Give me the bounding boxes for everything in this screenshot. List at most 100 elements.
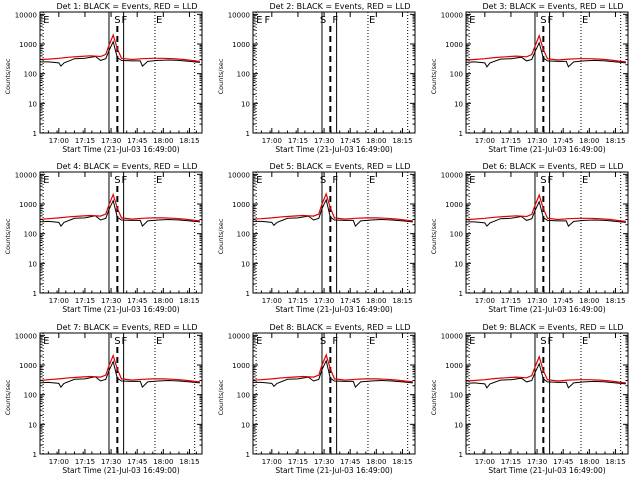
y-tick-label: 1000 <box>19 362 37 370</box>
chart-panel-1: Det 1: BLACK = Events, RED = LLD E S F E 1 10 1… <box>4 2 203 154</box>
y-tick-label: 1 <box>459 290 463 298</box>
y-tick-label: 1000 <box>19 41 37 49</box>
chart-title: Det 9: BLACK = Events, RED = LLD <box>483 323 624 332</box>
series-line-lld <box>252 192 413 222</box>
x-tick-label: 18:00 <box>579 297 599 305</box>
x-tick-label: 17:15 <box>75 297 95 305</box>
y-tick-label: 1000 <box>445 362 463 370</box>
x-tick-label: 17:15 <box>288 137 308 145</box>
attenuator-label: S <box>114 15 120 26</box>
y-axis-label: Counts/sec <box>217 379 225 415</box>
x-axis-label: Start Time (21-Jul-03 16:49:00) <box>488 305 605 314</box>
x-tick-label: 17:30 <box>527 458 547 466</box>
x-tick-label: 17:00 <box>262 297 282 305</box>
y-tick-label: 10 <box>28 260 37 268</box>
x-tick-label: 18:15 <box>392 297 412 305</box>
x-tick-label: 18:15 <box>605 458 625 466</box>
x-tick-label: 17:45 <box>553 458 573 466</box>
chart-title: Det 7: BLACK = Events, RED = LLD <box>57 323 198 332</box>
chart-panel-8: Det 8: BLACK = Events, RED = LLD E S F E 1 10 1… <box>217 323 416 475</box>
chart-panel-3: Det 3: BLACK = Events, RED = LLD E S F E 1 10 1… <box>430 2 629 154</box>
x-tick-label: 18:15 <box>179 297 199 305</box>
y-tick-label: 10 <box>454 100 463 108</box>
attenuator-label: F <box>548 175 554 186</box>
attenuator-label: E <box>582 336 588 347</box>
x-tick-label: 18:00 <box>153 458 173 466</box>
x-tick-label: 17:45 <box>553 297 573 305</box>
y-tick-label: 10 <box>28 100 37 108</box>
series-line-events <box>253 359 413 388</box>
y-axis-label: Counts/sec <box>217 218 225 254</box>
x-tick-label: 18:15 <box>392 458 412 466</box>
x-tick-label: 17:15 <box>501 458 521 466</box>
plot-frame <box>39 11 203 134</box>
plot-frame <box>252 171 416 294</box>
y-tick-label: 10000 <box>441 11 463 19</box>
series-line-events <box>40 40 200 67</box>
x-tick-label: 17:45 <box>553 137 573 145</box>
y-tick-label: 10000 <box>228 171 250 179</box>
series-line-events <box>466 200 626 227</box>
attenuator-label: E <box>256 15 262 26</box>
chart-title: Det 1: BLACK = Events, RED = LLD <box>57 2 198 11</box>
y-tick-label: 1000 <box>232 41 250 49</box>
x-tick-label: 17:30 <box>314 137 334 145</box>
x-tick-label: 17:45 <box>340 297 360 305</box>
y-tick-label: 100 <box>450 231 463 239</box>
y-tick-label: 1000 <box>445 201 463 209</box>
y-axis-label: Counts/sec <box>4 218 12 254</box>
series-line-lld <box>39 353 200 383</box>
y-axis-label: Counts/sec <box>4 58 12 94</box>
chart-title: Det 8: BLACK = Events, RED = LLD <box>270 323 411 332</box>
series-line-events <box>39 199 200 227</box>
y-tick-label: 100 <box>24 231 37 239</box>
series-line-lld <box>465 33 626 63</box>
attenuator-label: E <box>582 175 588 186</box>
x-tick-label: 18:00 <box>366 458 386 466</box>
attenuator-label: E <box>43 175 49 186</box>
y-tick-label: 1 <box>459 451 463 459</box>
y-tick-label: 10 <box>241 260 250 268</box>
x-tick-label: 18:00 <box>579 137 599 145</box>
y-tick-label: 10 <box>454 260 463 268</box>
y-tick-label: 10000 <box>15 11 37 19</box>
x-tick-label: 18:00 <box>153 137 173 145</box>
chart-panel-7: Det 7: BLACK = Events, RED = LLD E S F E 1 10 1… <box>4 323 203 475</box>
x-tick-label: 18:00 <box>153 297 173 305</box>
x-tick-label: 17:00 <box>475 137 495 145</box>
y-tick-label: 10000 <box>228 11 250 19</box>
y-tick-label: 1 <box>246 451 250 459</box>
series-line-events <box>253 198 413 227</box>
x-tick-label: 17:30 <box>101 458 121 466</box>
y-axis-label: Counts/sec <box>430 379 438 415</box>
attenuator-label: F <box>122 175 128 186</box>
y-axis-label: Counts/sec <box>430 218 438 254</box>
attenuator-label: E <box>156 15 162 26</box>
series-line-lld <box>252 353 413 383</box>
y-tick-label: 10000 <box>15 171 37 179</box>
plot-frame <box>465 171 629 294</box>
y-axis-label: Counts/sec <box>4 379 12 415</box>
attenuator-label: E <box>369 336 375 347</box>
attenuator-label: S <box>320 336 326 347</box>
attenuator-label: E <box>43 15 49 26</box>
plot-frame <box>39 171 203 294</box>
x-tick-label: 17:15 <box>501 137 521 145</box>
attenuator-label: F <box>122 336 128 347</box>
attenuator-label: S <box>114 175 120 186</box>
series-line-lld <box>465 193 626 222</box>
x-axis-label: Start Time (21-Jul-03 16:49:00) <box>62 466 179 475</box>
plot-frame <box>252 332 416 455</box>
plot-frame <box>465 332 629 455</box>
chart-title: Det 6: BLACK = Events, RED = LLD <box>483 162 624 171</box>
x-axis-label: Start Time (21-Jul-03 16:49:00) <box>488 466 605 475</box>
y-tick-label: 1 <box>33 290 37 298</box>
x-tick-label: 17:45 <box>127 458 147 466</box>
y-tick-label: 10000 <box>15 332 37 340</box>
x-tick-label: 18:15 <box>605 297 625 305</box>
plot-frame <box>465 11 629 134</box>
x-tick-label: 18:15 <box>605 137 625 145</box>
plot-frame <box>252 11 416 134</box>
